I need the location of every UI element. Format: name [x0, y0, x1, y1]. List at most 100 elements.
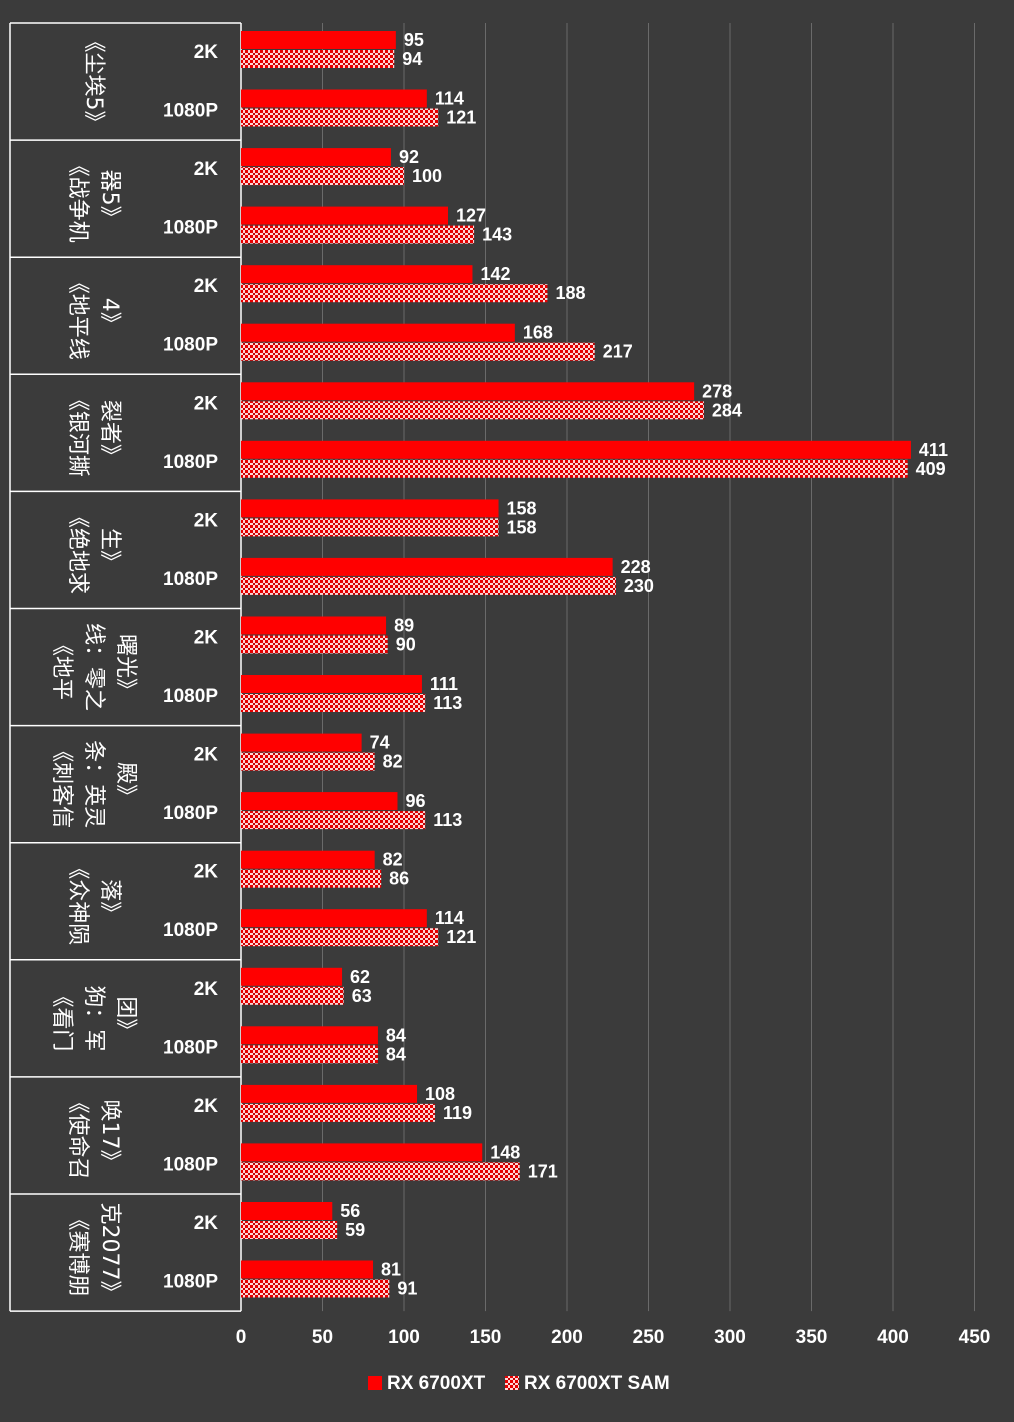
- value-label: 114: [435, 89, 464, 109]
- bar: [241, 675, 422, 693]
- value-label: 228: [621, 557, 651, 577]
- value-label: 74: [370, 733, 390, 753]
- bar: [241, 284, 548, 303]
- resolution-label: 2K: [194, 745, 219, 766]
- bar: [241, 694, 426, 712]
- value-label: 217: [603, 342, 633, 362]
- game-label: 《尘埃5》: [81, 31, 106, 133]
- resolution-label: 2K: [194, 979, 219, 1000]
- x-tick-label: 450: [959, 1327, 991, 1348]
- bar: [241, 752, 375, 771]
- x-tick-label: 300: [714, 1327, 746, 1348]
- value-label: 278: [702, 381, 732, 401]
- value-label: 148: [490, 1142, 520, 1162]
- game-label-line: 《看门: [49, 985, 74, 1051]
- bar: [241, 148, 391, 167]
- resolution-label: 2K: [194, 159, 219, 180]
- resolution-label: 1080P: [163, 569, 218, 590]
- value-label: 56: [340, 1201, 360, 1221]
- game-label-line: 4》: [97, 298, 122, 334]
- value-label: 95: [404, 30, 424, 50]
- value-label: 168: [523, 323, 553, 343]
- bar: [241, 206, 449, 225]
- game-label: 《使命召 唤17》: [65, 1091, 122, 1179]
- x-tick-label: 250: [633, 1327, 665, 1348]
- game-label: 《地平 线：零之 曙光》: [49, 623, 138, 711]
- value-label: 62: [350, 967, 370, 987]
- value-label: 158: [507, 498, 537, 518]
- value-label: 59: [345, 1220, 365, 1240]
- value-label: 188: [555, 283, 585, 303]
- value-label: 127: [456, 206, 486, 226]
- bar: [241, 459, 908, 478]
- bar: [241, 89, 427, 108]
- legend-swatch: [368, 1376, 382, 1390]
- value-label: 92: [399, 147, 419, 167]
- bar: [241, 499, 499, 518]
- value-label: 284: [712, 400, 742, 420]
- x-tick-label: 100: [388, 1327, 420, 1348]
- value-label: 158: [507, 517, 537, 537]
- game-label-line: 《使命召: [65, 1091, 90, 1179]
- resolution-label: 2K: [194, 862, 219, 883]
- bar: [241, 1143, 483, 1162]
- value-label: 90: [396, 635, 416, 655]
- value-label: 411: [919, 440, 948, 460]
- bar: [241, 1279, 390, 1298]
- bar: [241, 323, 515, 342]
- value-label: 94: [402, 49, 422, 69]
- value-label: 121: [446, 108, 476, 128]
- value-label: 100: [412, 166, 442, 186]
- x-tick-label: 200: [551, 1327, 583, 1348]
- bar: [241, 576, 616, 595]
- value-label: 143: [482, 225, 512, 245]
- resolution-label: 1080P: [163, 803, 218, 824]
- game-label: 《银河撕 裂者》: [65, 389, 122, 477]
- value-label: 86: [389, 869, 409, 889]
- game-label-line: 殿》: [113, 762, 138, 806]
- x-tick-label: 400: [877, 1327, 909, 1348]
- resolution-label: 2K: [194, 276, 219, 297]
- value-label: 108: [425, 1084, 455, 1104]
- value-label: 89: [394, 616, 414, 636]
- game-label: 《赛博朋 克2077》: [65, 1203, 122, 1303]
- value-label: 230: [624, 576, 654, 596]
- value-label: 113: [433, 693, 462, 713]
- game-label-line: 《地平: [49, 634, 74, 700]
- bar: [241, 909, 427, 928]
- value-label: 409: [916, 459, 946, 479]
- game-label: 《绝地求 生》: [65, 506, 122, 594]
- game-label-line: 《众神陨: [65, 857, 90, 945]
- value-label: 84: [386, 1025, 406, 1045]
- bar: [241, 733, 362, 752]
- value-label: 171: [528, 1161, 558, 1181]
- value-label: 81: [381, 1260, 401, 1280]
- game-label-line: 《绝地求: [65, 506, 90, 594]
- bar: [241, 1026, 378, 1045]
- value-label: 111: [430, 674, 458, 694]
- game-label-line: 曙光》: [113, 634, 138, 700]
- game-label: 《众神陨 落》: [65, 857, 122, 945]
- game-label-line: 《地平线: [65, 272, 90, 360]
- resolution-label: 2K: [194, 393, 219, 414]
- legend-label: RX 6700XT SAM: [524, 1373, 670, 1394]
- bars: [241, 31, 911, 1298]
- resolution-label: 1080P: [163, 452, 218, 473]
- bar: [241, 986, 344, 1005]
- value-label: 121: [446, 927, 476, 947]
- bar: [241, 1045, 378, 1064]
- game-label-line: 克2077》: [97, 1203, 122, 1303]
- bar: [241, 31, 396, 49]
- bar: [241, 108, 439, 127]
- bar: [241, 635, 388, 654]
- bar: [241, 342, 595, 361]
- value-label: 119: [443, 1103, 472, 1123]
- resolution-label: 2K: [194, 1096, 219, 1117]
- bar: [241, 928, 439, 947]
- game-label: 《战争机 器5》: [65, 155, 122, 243]
- bar: [241, 167, 404, 186]
- x-tick-label: 350: [796, 1327, 828, 1348]
- game-label-line: 唤17》: [97, 1099, 122, 1171]
- resolution-label: 1080P: [163, 101, 218, 122]
